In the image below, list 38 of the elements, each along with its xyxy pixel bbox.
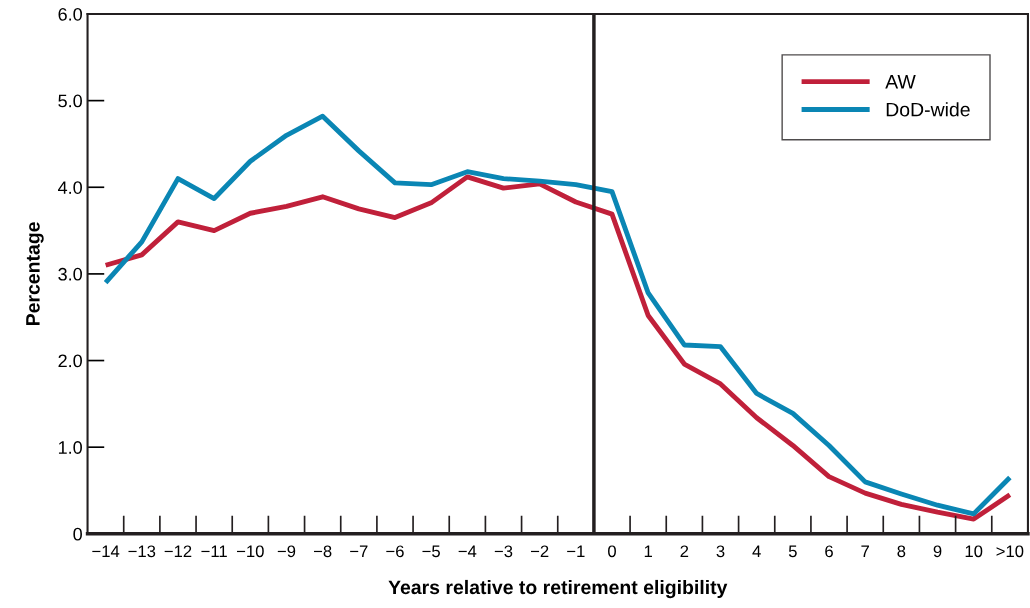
y-tick-label: 2.0 [58,354,82,368]
x-tick-label: −4 [458,545,477,558]
x-tick-label: −3 [494,545,513,558]
y-tick-label: 6.0 [58,7,82,21]
x-tick-label: 2 [680,545,689,558]
x-tick-label: >10 [996,545,1024,558]
y-tick-label: 4.0 [58,181,82,194]
x-axis-title: Years relative to retirement eligibility [388,579,728,599]
x-tick-label: −9 [277,545,296,558]
x-tick-label: −12 [164,545,192,558]
y-tick-label: 1.0 [58,441,82,454]
x-tick-label: 7 [861,545,869,558]
x-tick-label: −13 [128,545,156,558]
y-axis-title: Percentage [26,222,44,326]
x-tick-label: 4 [752,545,761,558]
x-tick-label: 8 [897,545,906,558]
x-tick-label: −7 [350,545,368,558]
x-tick-label: −11 [201,545,227,558]
x-tick-label: −2 [530,545,549,558]
legend-label: DoD-wide [886,102,970,117]
y-tick-label: 0 [73,527,82,541]
x-tick-label: 6 [825,545,833,558]
x-tick-label: −14 [92,545,120,558]
x-tick-label: 0 [608,545,616,558]
x-tick-label: 5 [788,545,797,558]
x-tick-label: 10 [965,545,983,558]
legend-label: AW [885,75,916,89]
x-tick-label: −10 [237,545,264,558]
x-tick-label: −8 [313,545,332,558]
x-tick-label: −5 [422,545,440,558]
y-tick-label: 5.0 [58,94,82,108]
x-tick-label: 1 [644,545,652,558]
x-tick-label: 9 [933,545,942,558]
x-tick-label: 3 [716,545,725,558]
x-tick-label: −1 [567,545,585,558]
y-tick-label: 3.0 [58,267,82,281]
x-tick-label: −6 [386,545,404,558]
line-series [103,174,1013,522]
